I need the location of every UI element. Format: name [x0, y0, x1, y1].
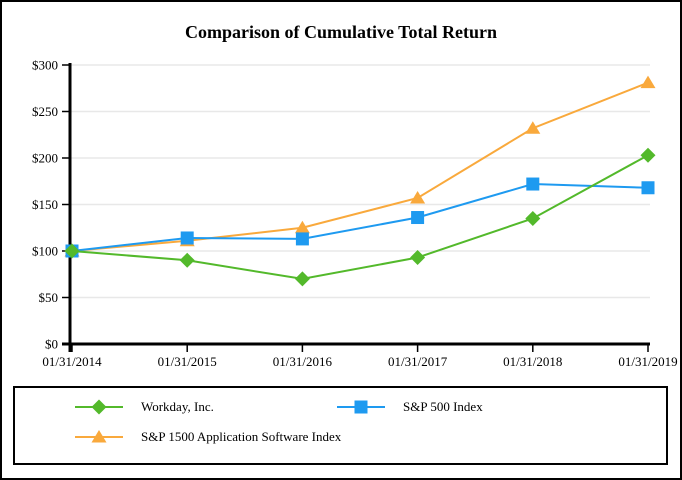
y-tick-label: $50 — [39, 290, 59, 305]
diamond-marker — [410, 250, 426, 266]
x-tick-label: 01/31/2014 — [42, 354, 102, 369]
series-line-s-p-500-index — [71, 183, 649, 252]
square-marker — [411, 211, 425, 225]
legend-label-sp1500: S&P 1500 Application Software Index — [141, 429, 342, 444]
legend: Workday, Inc. S&P 500 Index S&P 1500 App… — [13, 386, 668, 465]
sp500-square-icon — [337, 399, 385, 415]
y-tick-label: $0 — [45, 337, 58, 352]
legend-item-sp1500: S&P 1500 Application Software Index — [75, 427, 341, 447]
legend-item-workday: Workday, Inc. — [75, 397, 214, 417]
square-marker — [295, 232, 309, 246]
triangle-marker — [640, 75, 656, 89]
gridlines — [70, 64, 650, 299]
workday-diamond-icon — [75, 399, 123, 415]
diamond-marker — [640, 147, 656, 163]
x-tick-label: 01/31/2017 — [388, 354, 448, 369]
x-tick-label: 01/31/2018 — [503, 354, 562, 369]
square-marker — [526, 177, 540, 191]
series-s-p-500-index — [65, 177, 655, 258]
diamond-marker — [525, 210, 541, 226]
y-tick-label: $150 — [32, 197, 58, 212]
y-tick-label: $250 — [32, 104, 58, 119]
diamond-marker — [179, 252, 195, 268]
triangle-icon — [91, 430, 107, 443]
x-tick-label: 01/31/2016 — [273, 354, 333, 369]
diamond-marker — [64, 243, 80, 259]
triangle-marker — [294, 220, 310, 234]
series-workday-inc — [64, 147, 656, 287]
legend-item-sp500: S&P 500 Index — [337, 397, 483, 417]
diamond-marker — [294, 271, 310, 287]
y-tick-label: $300 — [32, 58, 58, 73]
chart-title: Comparison of Cumulative Total Return — [184, 22, 498, 42]
y-tick-label: $100 — [32, 244, 58, 259]
series-line-s-p-1500-application-software-index — [71, 81, 649, 252]
square-marker — [641, 181, 655, 195]
y-tick-label: $200 — [32, 151, 58, 166]
diamond-icon — [91, 399, 107, 415]
y-axis-ticks: $0 $50 $100 $150 $200 $250 $300 — [32, 58, 70, 352]
legend-label-workday: Workday, Inc. — [141, 399, 214, 414]
square-icon — [354, 400, 368, 414]
series-line-workday-inc — [71, 154, 649, 280]
triangle-marker — [410, 190, 426, 204]
series-s-p-1500-application-software-index — [64, 75, 656, 257]
square-marker — [180, 231, 194, 245]
x-tick-label: 01/31/2019 — [618, 354, 677, 369]
x-tick-label: 01/31/2015 — [158, 354, 217, 369]
x-axis-ticks: 01/31/2014 01/31/2015 01/31/2016 01/31/2017… — [42, 344, 678, 369]
triangle-marker — [525, 121, 541, 134]
legend-label-sp500: S&P 500 Index — [403, 399, 483, 414]
sp1500-triangle-icon — [75, 429, 123, 445]
